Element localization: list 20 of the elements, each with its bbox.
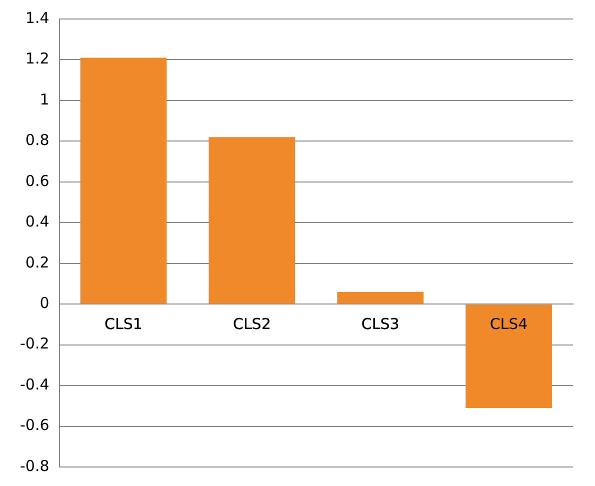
- bar: [466, 304, 552, 408]
- y-tick-label: -0.8: [20, 456, 50, 475]
- y-tick-label: 0.8: [25, 131, 50, 150]
- bar: [80, 58, 167, 304]
- y-tick-label: -0.4: [20, 375, 50, 394]
- x-tick-label: CLS3: [361, 314, 400, 333]
- y-tick-label: 0: [40, 294, 50, 312]
- x-tick-label: CLS4: [490, 314, 528, 333]
- x-tick-label: CLS1: [104, 314, 142, 333]
- bar: [208, 137, 296, 304]
- bar: [337, 292, 424, 304]
- y-tick-label: 0.2: [25, 253, 50, 272]
- y-tick-label: 0.6: [25, 172, 50, 190]
- y-tick-label: 1.2: [25, 50, 50, 68]
- y-tick-label: 0.4: [25, 212, 50, 231]
- y-tick-label: 1: [40, 90, 50, 108]
- y-tick-label: -0.6: [20, 416, 50, 434]
- y-tick-label: -0.2: [20, 334, 50, 353]
- y-tick-label: 1.4: [25, 8, 50, 27]
- x-tick-label: CLS2: [232, 314, 271, 333]
